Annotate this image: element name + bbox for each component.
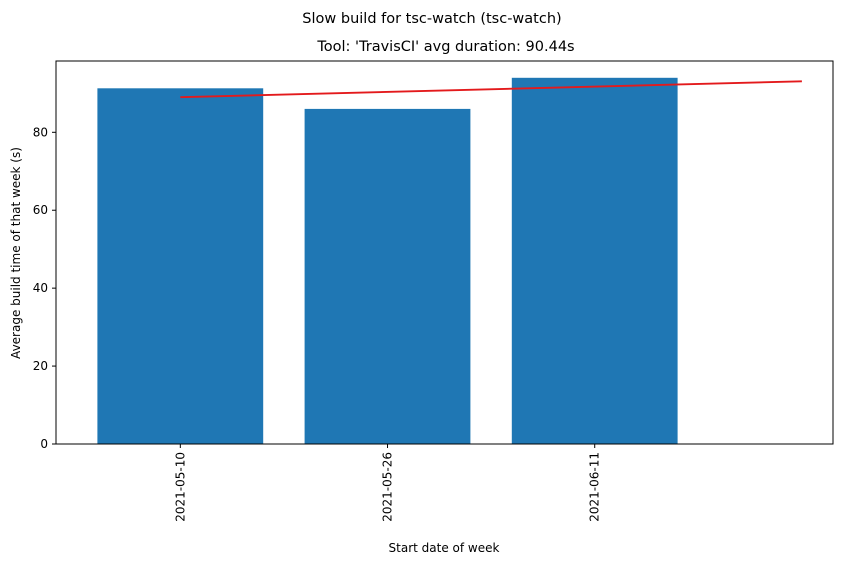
- x-axis-label: Start date of week: [389, 541, 500, 555]
- bars-group: [97, 77, 678, 445]
- bar-2021-05-26: [304, 108, 471, 445]
- x-tick-label-2021-05-10: 2021-05-10: [173, 452, 187, 522]
- trend-line: [180, 80, 802, 99]
- chart-suptitle: Slow build for tsc-watch (tsc-watch): [302, 11, 561, 27]
- bar-2021-05-10: [97, 88, 264, 445]
- x-tick-label-2021-06-11: 2021-06-11: [588, 452, 602, 522]
- bar-2021-06-11: [511, 77, 678, 445]
- y-axis-ticks: 0 20 40 60 80: [33, 125, 56, 451]
- y-tick-label-0: 0: [40, 437, 48, 451]
- y-axis-label: Average build time of that week (s): [9, 147, 23, 359]
- chart-title: Tool: 'TravisCI' avg duration: 90.44s: [316, 39, 574, 55]
- y-tick-label-20: 20: [33, 359, 48, 373]
- axes-frame: [55, 60, 834, 445]
- x-tick-label-2021-05-26: 2021-05-26: [381, 452, 395, 522]
- y-tick-label-40: 40: [33, 281, 48, 295]
- y-tick-label-80: 80: [33, 125, 48, 139]
- y-tick-label-60: 60: [33, 203, 48, 217]
- x-axis-ticks: 2021-05-10 2021-05-26 2021-06-11: [173, 444, 602, 522]
- trend-group: [180, 80, 802, 99]
